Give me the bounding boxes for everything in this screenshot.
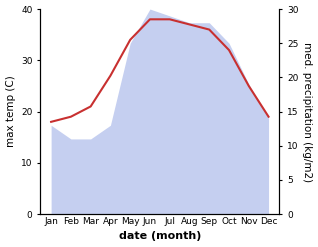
Y-axis label: max temp (C): max temp (C)	[5, 76, 16, 147]
X-axis label: date (month): date (month)	[119, 231, 201, 242]
Y-axis label: med. precipitation (kg/m2): med. precipitation (kg/m2)	[302, 41, 313, 182]
